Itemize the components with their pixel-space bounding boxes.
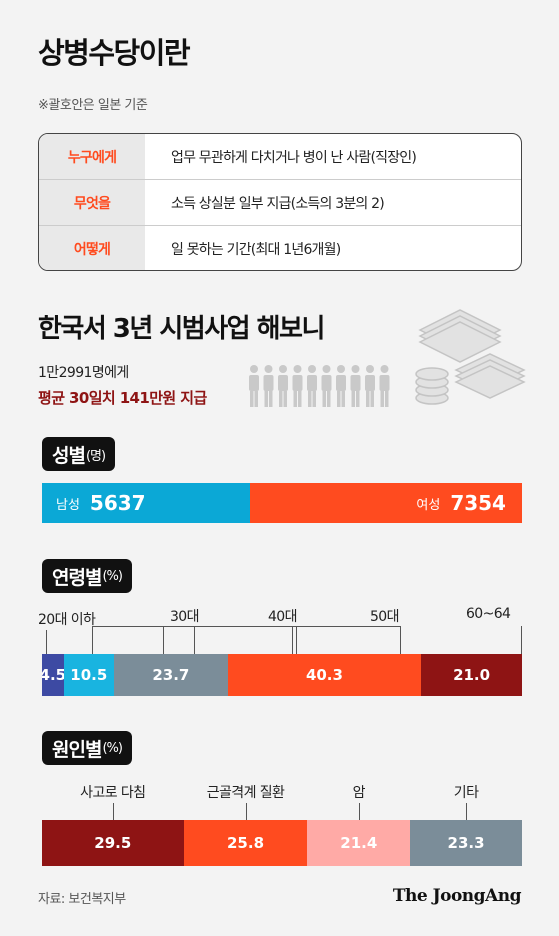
bar-segment: 4.5: [42, 654, 64, 696]
money-stack-icon: [415, 309, 526, 405]
cause-unit: (%): [102, 740, 122, 756]
age-category-label: 40대: [268, 609, 298, 625]
summary-recipients: 1만2991명에게: [38, 365, 129, 381]
age-label-leader: [292, 626, 400, 627]
page-title: 상병수당이란: [38, 36, 191, 70]
age-label-leader: [92, 626, 194, 627]
bar-segment: 29.5: [42, 820, 184, 866]
bar-segment: 10.5: [63, 654, 114, 696]
people-icon: [249, 365, 390, 407]
definition-value: 일 못하는 기간(최대 1년6개월): [171, 242, 341, 258]
age-label-tick: [296, 626, 297, 654]
gender-segment: 남성 5637: [42, 483, 251, 523]
age-label-leader: [163, 626, 164, 654]
definition-row: 어떻게 일 못하는 기간(최대 1년6개월): [39, 226, 521, 270]
cause-category-label: 기타: [453, 785, 479, 801]
cause-title-text: 원인별: [52, 738, 102, 761]
cause-category-label: 암: [352, 785, 366, 801]
gender-chart-title: 성별 (명): [42, 437, 116, 471]
gender-segment: 여성 7354: [250, 483, 522, 523]
bar-segment: 21.4: [307, 820, 411, 866]
age-category-label: 20대 이하: [38, 612, 96, 628]
bar-segment: 23.3: [410, 820, 522, 866]
definition-value: 소득 상실분 일부 지급(소득의 3분의 2): [171, 195, 385, 212]
bar-segment: 40.3: [227, 654, 422, 696]
age-label-tick: [194, 626, 195, 654]
age-category-label: 30대: [170, 609, 200, 625]
age-label-tick: [46, 630, 47, 654]
definition-table: 누구에게 업무 무관하게 다치거나 병이 난 사람(직장인) 무엇을 소득 상실…: [38, 133, 522, 271]
cause-bar: 29.5 25.8 21.4 23.3: [42, 820, 522, 866]
cause-label-tick: [112, 803, 114, 820]
bar-segment: 21.0: [421, 654, 522, 696]
gender-bar: 남성 5637 여성 7354: [42, 483, 522, 523]
gender-unit: (명): [85, 448, 106, 464]
definition-row: 누구에게 업무 무관하게 다치거나 병이 난 사람(직장인): [39, 134, 521, 180]
definition-row: 무엇을 소득 상실분 일부 지급(소득의 3분의 2): [39, 180, 521, 226]
cause-chart-title: 원인별 (%): [42, 731, 132, 765]
cause-category-label: 사고로 다침: [80, 785, 146, 801]
age-unit: (%): [102, 568, 122, 584]
age-label-leader: [163, 626, 296, 627]
gender-value-label: 5637: [89, 491, 146, 515]
bar-segment: 25.8: [183, 820, 308, 866]
age-label-leader: [92, 626, 93, 654]
age-chart-title: 연령별 (%): [42, 559, 132, 593]
cause-label-tick: [358, 803, 360, 820]
summary-average: 평균 30일치 141만원 지급: [38, 389, 207, 407]
age-bar: 4.5 10.5 23.7 40.3 21.0: [42, 654, 522, 696]
cause-category-label: 근골격계 질환: [206, 785, 285, 801]
definition-key: 어떻게: [39, 226, 145, 270]
cause-label-tick: [245, 803, 247, 820]
gender-value-label: 7354: [450, 491, 506, 515]
brand-logo: The JoongAng: [392, 886, 522, 906]
source-note: 자료: 보건복지부: [38, 892, 126, 907]
age-label-tick: [521, 626, 522, 654]
section-title: 한국서 3년 시범사업 해보니: [38, 314, 325, 344]
bar-segment: 23.7: [113, 654, 228, 696]
gender-category-label: 남성: [56, 497, 80, 513]
age-title-text: 연령별: [52, 566, 102, 589]
cause-label-tick: [466, 803, 468, 820]
age-category-label: 50대: [370, 609, 400, 625]
age-label-leader: [292, 626, 293, 654]
note: ※괄호안은 일본 기준: [38, 98, 148, 113]
age-category-label: 60~64: [466, 606, 511, 622]
gender-title-text: 성별: [52, 444, 86, 467]
gender-category-label: 여성: [416, 497, 441, 513]
definition-key: 무엇을: [39, 180, 145, 225]
definition-value: 업무 무관하게 다치거나 병이 난 사람(직장인): [171, 149, 417, 166]
definition-key: 누구에게: [39, 134, 145, 179]
age-label-tick: [400, 626, 401, 654]
